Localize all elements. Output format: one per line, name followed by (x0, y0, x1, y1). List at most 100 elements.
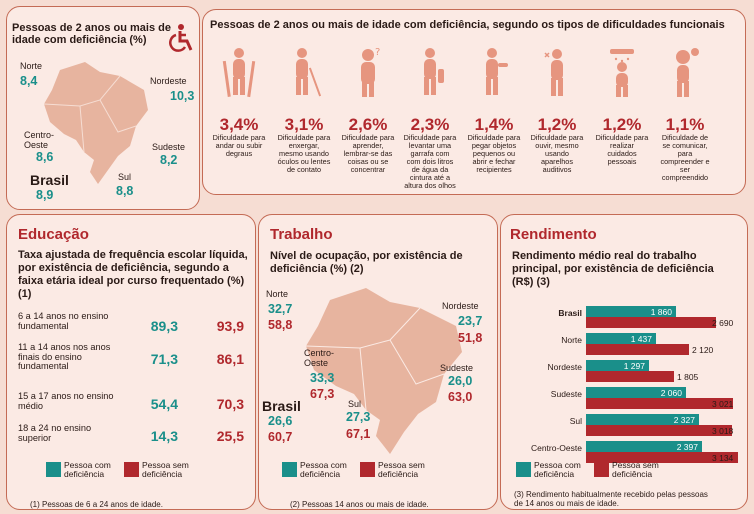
income-bar-sem (586, 452, 738, 463)
income-bar-value: 1 297 (623, 361, 645, 371)
trabalho-footnote: (2) Pessoas 14 anos ou mais de idade. (290, 500, 429, 509)
difficulty-description: Dificuldade de se comunicar, para compre… (660, 133, 710, 182)
trab-norte-label: Norte (266, 289, 289, 299)
trab-nordeste-label: Nordeste (442, 301, 479, 311)
edu-row-sem-value: 25,5 (216, 428, 244, 444)
legend-com-label: Pessoa com deficiência (300, 460, 347, 479)
wheelchair-icon (164, 23, 194, 58)
edu-row-sem-value: 70,3 (216, 396, 244, 412)
difficulty-description: Dificuldade para realizar cuidados pesso… (595, 133, 649, 166)
difficulty-percent: 3,4% (219, 115, 259, 134)
region-norte-value: 8,4 (20, 74, 38, 88)
income-bar-value: 1 860 (650, 307, 672, 317)
income-bar-value: 2 120 (692, 345, 714, 355)
educacao-heading: Educação (18, 226, 89, 243)
cane-person-icon (277, 40, 331, 116)
difficulty-card: 1,4% Dificuldade para pegar objetos peque… (467, 40, 521, 174)
income-bar-value: 2 060 (660, 388, 682, 398)
trab-sul-label: Sul (348, 399, 362, 409)
region-norte-label: Norte (20, 61, 43, 71)
income-bar-sem (586, 371, 674, 382)
edu-row-label: 11 a 14 anos nos anos finais do ensino f… (18, 342, 111, 372)
income-category-label: Centro-Oeste (530, 443, 582, 453)
income-bar-value: 3 018 (712, 426, 734, 436)
trab-sudeste-label: Sudeste (440, 363, 474, 373)
region-sudeste-value: 8,2 (160, 153, 178, 167)
edu-row-label: 15 a 17 anos no ensino médio (18, 391, 114, 411)
region-nordeste-label: Nordeste (150, 76, 187, 86)
lifting-person-icon (403, 40, 457, 116)
income-category-label: Sudeste (550, 389, 582, 399)
edu-row-com-value: 14,3 (150, 428, 178, 444)
legend-sem-label: Pessoa sem deficiência (378, 460, 425, 479)
income-category-label: Sul (569, 416, 582, 426)
brazil-map-small (43, 62, 148, 184)
edu-row-com-value: 71,3 (150, 351, 178, 367)
edu-row-label: 18 a 24 no ensino superior (18, 423, 92, 443)
educacao-footnote: (1) Pessoas de 6 a 24 anos de idade. (30, 500, 163, 509)
trab-brasil-com: 26,6 (268, 414, 293, 428)
shower-person-icon (595, 40, 649, 116)
edu-row: 11 a 14 anos nos anos finais do ensino f… (18, 342, 254, 377)
trabalho-heading: Trabalho (270, 226, 333, 243)
difficulty-description: Dificuldade para pegar objetos pequenos … (467, 133, 521, 174)
edu-row-com-value: 54,4 (150, 396, 178, 412)
income-bar-value: 2 327 (673, 415, 695, 425)
difficulty-description: Dificuldade para enxergar, mesmo usando … (277, 133, 331, 174)
income-bar-com (586, 333, 656, 344)
brazil-map-trabalho (305, 288, 462, 454)
difficulty-card: ? 2,6% Dificuldade para aprender, lembrar-… (341, 40, 395, 174)
edu-row: 15 a 17 anos no ensino médio 54,4 70,3 (18, 391, 254, 416)
difficulty-percent: 2,6% (348, 115, 388, 134)
income-category-label: Nordeste (547, 362, 583, 372)
svg-text:?: ? (375, 47, 380, 58)
edu-row: 18 a 24 no ensino superior 14,3 25,5 (18, 423, 254, 448)
trab-norte-sem: 58,8 (268, 318, 293, 332)
difficulty-percent: 2,3% (410, 115, 450, 134)
trab-sul-com: 27,3 (346, 410, 371, 424)
rendimento-footnote: (3) Rendimento habitualmente recebido pe… (514, 490, 708, 508)
difficulty-card: 3,4% Dificuldade para andar ou subir degr… (212, 40, 266, 158)
rendimento-title: Rendimento médio real do trabalho princi… (512, 250, 714, 288)
difficulty-card: 2,3% Dificuldade para levantar uma garraf… (403, 40, 457, 190)
legend-com-swatch (516, 462, 531, 477)
communication-person-icon (658, 40, 712, 116)
trab-centro-oeste-com: 33,3 (310, 371, 335, 385)
edu-row-com-value: 89,3 (150, 318, 178, 334)
edu-row-label: 6 a 14 anos no ensino fundamental (18, 311, 109, 331)
brasil-value: 8,9 (36, 188, 54, 202)
difficulty-percent: 1,2% (602, 115, 642, 134)
trab-brasil-sem: 60,7 (268, 430, 293, 444)
region-sudeste-label: Sudeste (152, 142, 186, 152)
crutches-person-icon (212, 40, 266, 116)
legend-sem-swatch (594, 462, 609, 477)
income-bar-value: 2 397 (676, 442, 698, 452)
income-bar-com (586, 387, 686, 398)
income-bar-sem (586, 425, 732, 436)
difficulty-card: 1,2% Dificuldade para ouvir, mesmo usando… (530, 40, 584, 174)
legend-com-label: Pessoa com deficiência (534, 460, 581, 479)
income-bar-sem (586, 317, 716, 328)
difficulty-percent: 1,4% (474, 115, 514, 134)
region-nordeste-value: 10,3 (170, 89, 195, 103)
legend-sem-swatch (124, 462, 139, 477)
hearing-person-icon (530, 40, 584, 116)
income-bar-value: 1 437 (630, 334, 652, 344)
edu-row-sem-value: 86,1 (216, 351, 244, 367)
income-category-label: Brasil (558, 308, 582, 318)
trab-norte-com: 32,7 (268, 302, 293, 316)
trab-sul-sem: 67,1 (346, 427, 371, 441)
income-bar-com (586, 414, 699, 425)
brasil-label: Brasil (30, 172, 69, 188)
functional-difficulties-title: Pessoas de 2 anos ou mais de idade com d… (210, 19, 725, 31)
difficulty-description: Dificuldade para ouvir, mesmo usando apa… (530, 133, 584, 174)
income-bar-value: 3 021 (712, 399, 734, 409)
educacao-title: Taxa ajustada de frequência escolar líqu… (18, 249, 248, 300)
region-centro-oeste-label: Centro- Oeste (24, 130, 55, 150)
region-sul-value: 8,8 (116, 184, 134, 198)
income-bar-value: 2 690 (712, 318, 734, 328)
income-bar-com (586, 441, 702, 452)
legend-com-swatch (46, 462, 61, 477)
trab-brasil-label: Brasil (262, 398, 301, 414)
trab-centro-oeste-sem: 67,3 (310, 387, 335, 401)
